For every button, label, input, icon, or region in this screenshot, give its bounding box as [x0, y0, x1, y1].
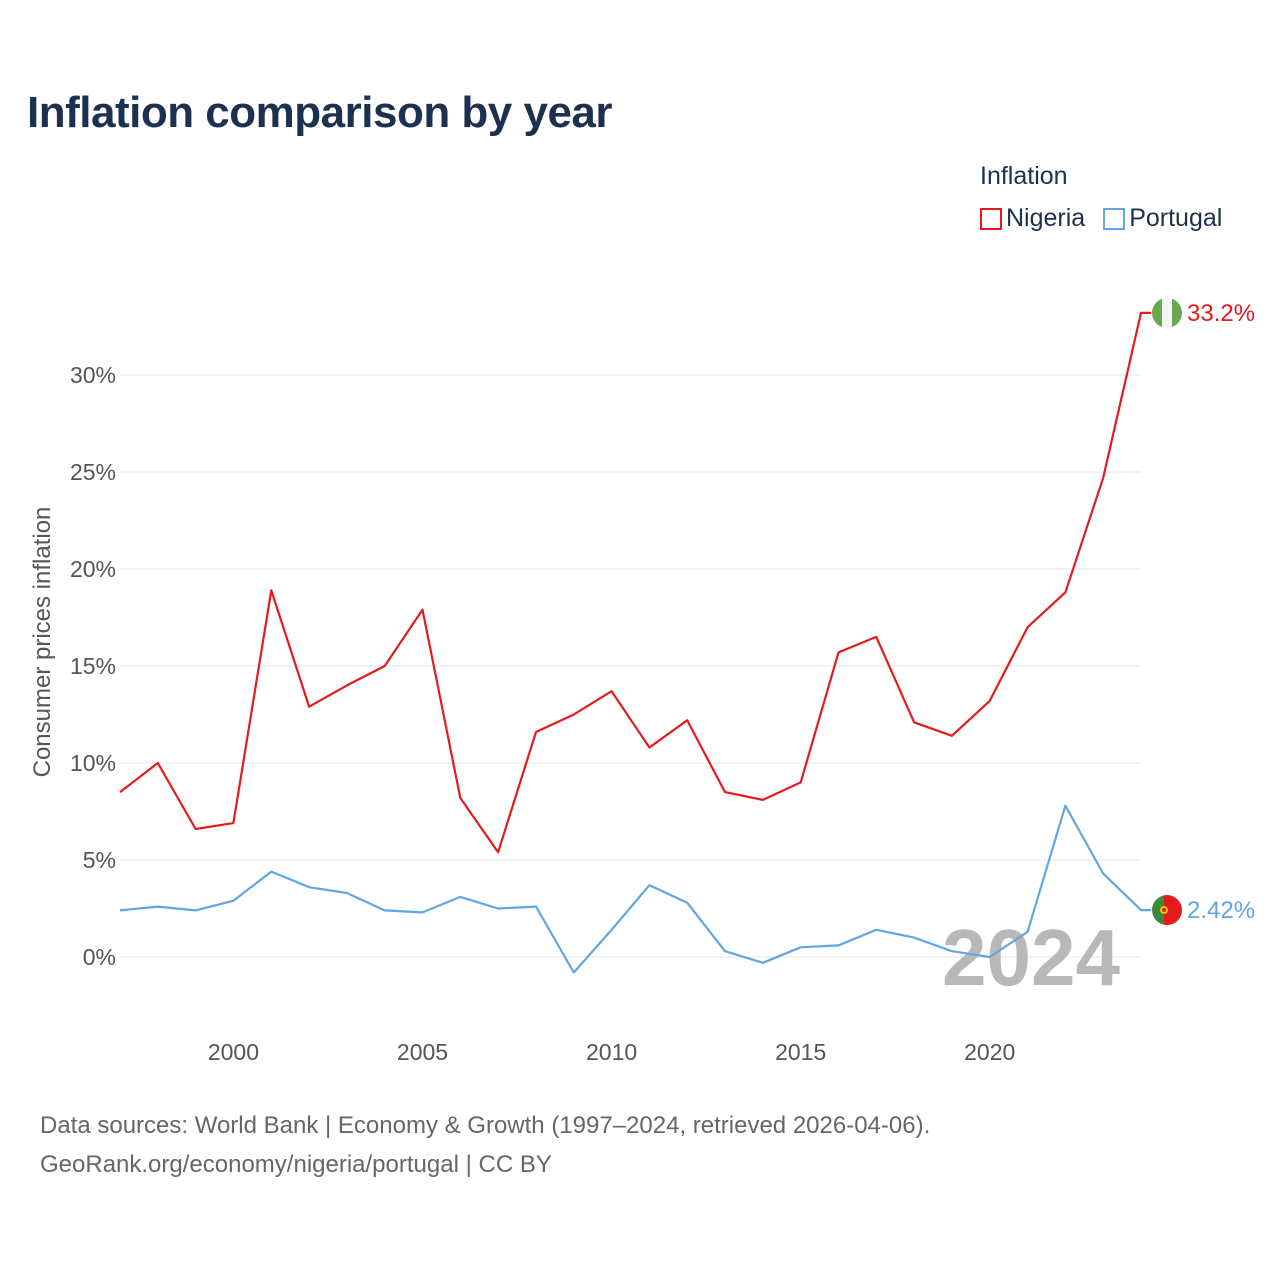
footer: Data sources: World Bank | Economy & Gro…	[40, 1106, 930, 1184]
data-point-portugal-2005	[421, 910, 425, 914]
data-point-portugal-2013	[723, 949, 727, 953]
data-point-portugal-2009	[572, 971, 576, 975]
data-point-portugal-1998	[156, 905, 160, 909]
data-point-nigeria-2009	[572, 713, 576, 717]
data-point-portugal-2002	[307, 885, 311, 889]
data-point-nigeria-2005	[421, 608, 425, 612]
y-axis-title: Consumer prices inflation	[29, 507, 56, 778]
footer-credit: GeoRank.org/economy/nigeria/portugal | C…	[40, 1151, 552, 1178]
data-point-portugal-2000	[231, 899, 235, 903]
x-tick-label-2010: 2010	[586, 1039, 637, 1065]
y-tick-label-25: 25%	[70, 459, 116, 485]
data-point-portugal-1997	[118, 908, 122, 912]
y-tick-label-5: 5%	[83, 847, 116, 873]
x-tick-label-2015: 2015	[775, 1039, 826, 1065]
y-tick-label-15: 15%	[70, 653, 116, 679]
end-label-portugal: 2.42%	[1187, 897, 1255, 924]
data-point-portugal-2020	[988, 955, 992, 959]
data-point-nigeria-2002	[307, 705, 311, 709]
data-point-nigeria-1999	[194, 827, 198, 831]
year-watermark: 2024	[942, 913, 1120, 1002]
data-point-portugal-2018	[912, 936, 916, 940]
data-point-portugal-2015	[799, 945, 803, 949]
data-point-portugal-2016	[836, 943, 840, 947]
data-point-portugal-2010	[610, 928, 614, 932]
series-line-portugal	[119, 804, 1151, 974]
flag-nigeria-icon	[1152, 297, 1182, 328]
legend-item-nigeria[interactable]: Nigeria	[980, 204, 1085, 233]
data-point-nigeria-2011	[647, 745, 651, 749]
data-point-portugal-2019	[950, 949, 954, 953]
data-point-nigeria-2023	[1101, 476, 1105, 480]
data-point-nigeria-2007	[496, 850, 500, 854]
legend-item-portugal[interactable]: Portugal	[1103, 204, 1222, 233]
data-point-nigeria-2016	[836, 650, 840, 654]
data-point-nigeria-2003	[345, 683, 349, 687]
legend-swatch-nigeria	[980, 207, 1002, 230]
data-point-portugal-2008	[534, 905, 538, 909]
data-point-portugal-1999	[194, 908, 198, 912]
data-point-nigeria-1997	[118, 790, 122, 794]
y-tick-label-20: 20%	[70, 556, 116, 582]
data-point-nigeria-2015	[799, 780, 803, 784]
data-point-nigeria-2008	[534, 730, 538, 734]
x-tick-label-2020: 2020	[964, 1039, 1015, 1065]
data-point-nigeria-2024	[1139, 311, 1143, 315]
data-point-portugal-2003	[345, 891, 349, 895]
data-point-portugal-2006	[458, 895, 462, 899]
data-point-portugal-2004	[383, 908, 387, 912]
data-point-nigeria-2017	[874, 635, 878, 639]
y-tick-label-0: 0%	[83, 944, 116, 970]
legend-swatch-portugal	[1103, 207, 1126, 230]
data-point-nigeria-2022	[1063, 590, 1067, 594]
data-point-portugal-2012	[685, 901, 689, 905]
data-point-portugal-2023	[1101, 872, 1105, 876]
data-point-nigeria-2020	[988, 699, 992, 703]
data-point-nigeria-2018	[912, 720, 916, 724]
data-point-nigeria-2004	[383, 664, 387, 668]
chart-title: Inflation comparison by year	[27, 88, 613, 137]
data-point-nigeria-1998	[156, 761, 160, 765]
footer-sources: Data sources: World Bank | Economy & Gro…	[40, 1112, 931, 1139]
x-tick-label-2000: 2000	[208, 1039, 259, 1065]
data-point-nigeria-2000	[231, 821, 235, 825]
data-point-portugal-2021	[1026, 930, 1030, 934]
y-tick-label-10: 10%	[70, 750, 116, 776]
legend-label-nigeria: Nigeria	[1006, 204, 1086, 232]
data-point-nigeria-2014	[761, 798, 765, 802]
flag-portugal-icon	[1152, 895, 1182, 926]
data-point-nigeria-2019	[950, 734, 954, 738]
legend-label-portugal: Portugal	[1129, 204, 1223, 232]
data-point-portugal-2017	[874, 928, 878, 932]
data-point-nigeria-2010	[610, 689, 614, 693]
data-point-nigeria-2013	[723, 790, 727, 794]
data-point-portugal-2022	[1063, 804, 1067, 808]
data-point-portugal-2014	[761, 961, 765, 965]
legend-title: Inflation	[980, 162, 1068, 190]
x-tick-label-2005: 2005	[397, 1039, 448, 1065]
data-point-portugal-2024	[1139, 908, 1143, 912]
data-point-nigeria-2006	[458, 796, 462, 800]
data-point-nigeria-2012	[685, 718, 689, 722]
data-point-portugal-2007	[496, 907, 500, 911]
end-label-nigeria: 33.2%	[1187, 300, 1255, 327]
legend: Nigeria Portugal	[980, 204, 1240, 233]
series-line-nigeria	[119, 311, 1151, 854]
data-point-nigeria-2021	[1026, 625, 1030, 629]
data-point-portugal-2011	[647, 883, 651, 887]
y-tick-label-30: 30%	[70, 362, 116, 388]
data-point-portugal-2001	[269, 870, 273, 874]
data-point-nigeria-2001	[269, 588, 273, 592]
